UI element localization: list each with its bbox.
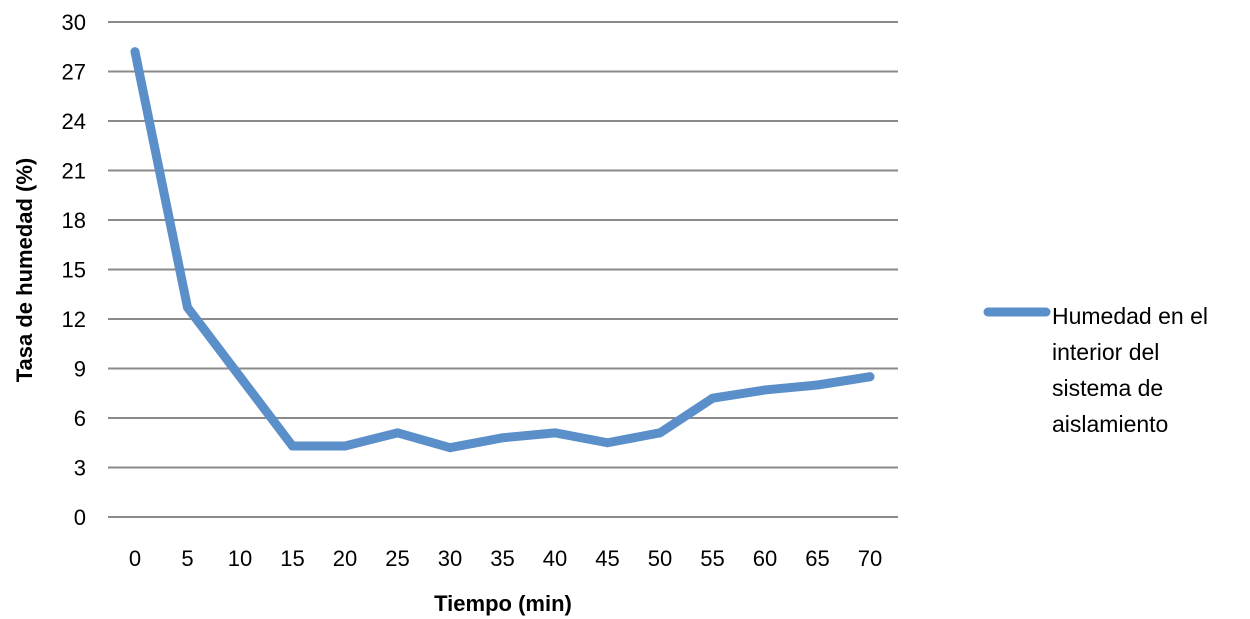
x-axis-ticks: 0 5 10 15 20 25 30 35 40 45 50 55 60 65 70 (129, 546, 882, 571)
x-tick-label: 65 (805, 546, 829, 571)
series-line (130, 47, 875, 453)
x-tick-label: 35 (490, 546, 514, 571)
series-group (130, 47, 875, 453)
x-tick-label: 40 (543, 546, 567, 571)
x-tick-label: 10 (228, 546, 252, 571)
x-tick-label: 15 (280, 546, 304, 571)
data-point (445, 443, 455, 453)
y-tick-label: 3 (74, 456, 86, 481)
data-point (655, 428, 665, 438)
y-tick-label: 15 (62, 258, 86, 283)
x-tick-label: 70 (858, 546, 882, 571)
gridlines (108, 21, 898, 469)
x-tick-label: 55 (700, 546, 724, 571)
data-point (235, 372, 245, 382)
legend-label-line: aislamiento (1052, 411, 1168, 437)
y-tick-label: 12 (62, 307, 86, 332)
x-tick-label: 0 (129, 546, 141, 571)
x-tick-label: 25 (385, 546, 409, 571)
data-point (603, 438, 612, 448)
data-point (393, 428, 402, 438)
y-tick-label: 9 (74, 357, 86, 382)
data-point (760, 385, 770, 395)
x-tick-label: 20 (333, 546, 357, 571)
x-tick-label: 60 (753, 546, 777, 571)
y-tick-label: 21 (62, 159, 86, 184)
legend-label-line: Humedad en el (1052, 303, 1208, 329)
x-axis-title: Tiempo (min) (434, 591, 572, 616)
data-point (708, 393, 717, 403)
data-point (130, 47, 140, 57)
legend: Humedad en el interior del sistema de aisla… (983, 303, 1208, 437)
data-point (498, 433, 507, 443)
legend-label-line: sistema de (1052, 375, 1163, 401)
legend-label: Humedad en el interior del sistema de aisla… (1052, 303, 1208, 437)
y-tick-label: 27 (62, 60, 86, 85)
data-point (865, 372, 875, 382)
y-tick-label: 18 (62, 208, 86, 233)
x-tick-label: 50 (648, 546, 672, 571)
data-point (288, 441, 297, 451)
y-axis-ticks: 0 3 6 9 12 15 18 21 24 27 30 (62, 10, 86, 530)
y-tick-label: 30 (62, 10, 86, 35)
data-point (183, 302, 192, 312)
data-point (340, 441, 350, 451)
data-point (813, 380, 822, 390)
data-point (550, 428, 560, 438)
y-tick-label: 24 (62, 109, 86, 134)
legend-label-line: interior del (1052, 339, 1159, 365)
y-axis-title: Tasa de humedad (%) (12, 158, 37, 383)
x-tick-label: 30 (438, 546, 462, 571)
y-tick-label: 6 (74, 406, 86, 431)
y-tick-label: 0 (74, 505, 86, 530)
x-tick-label: 45 (595, 546, 619, 571)
x-tick-label: 5 (181, 546, 193, 571)
